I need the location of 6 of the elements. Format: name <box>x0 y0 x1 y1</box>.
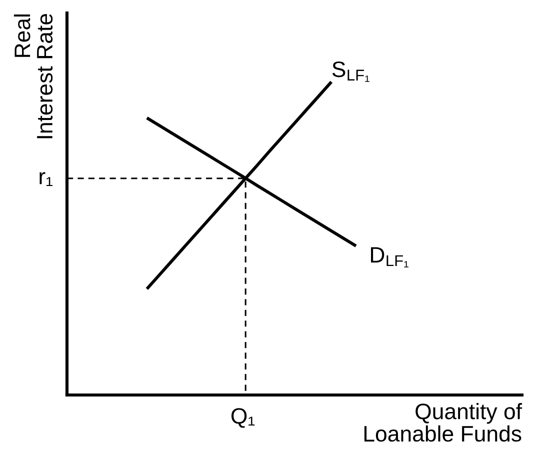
series-label: S$_{LF₁}$ <box>332 61 370 82</box>
text: Q₁ <box>231 408 255 428</box>
y-axis-title: Real Interest Rate <box>14 14 53 138</box>
series-label: D$_{LF₁}$ <box>370 247 408 268</box>
x-axis-title: Quantity of Loanable Funds <box>364 403 522 442</box>
ref-line-label: r₁ <box>40 172 53 186</box>
